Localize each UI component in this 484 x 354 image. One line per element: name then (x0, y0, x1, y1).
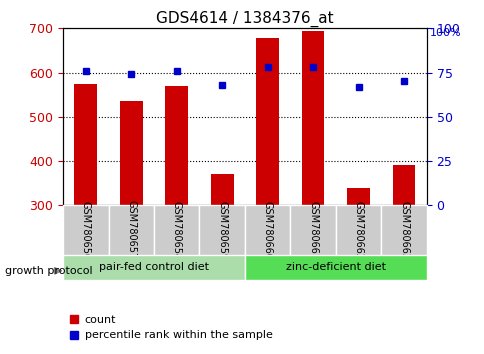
Legend: count, percentile rank within the sample: count, percentile rank within the sample (63, 310, 277, 345)
Text: GSM780661: GSM780661 (307, 201, 318, 259)
Bar (165, 86, 188, 205)
Text: 100%: 100% (429, 28, 460, 38)
Text: GSM780656: GSM780656 (81, 200, 91, 260)
Text: GSM780658: GSM780658 (171, 200, 182, 260)
Text: GSM780659: GSM780659 (217, 200, 227, 260)
FancyBboxPatch shape (244, 255, 426, 280)
FancyBboxPatch shape (63, 255, 244, 280)
FancyBboxPatch shape (108, 205, 153, 255)
Bar (392, 165, 415, 205)
Title: GDS4614 / 1384376_at: GDS4614 / 1384376_at (156, 11, 333, 27)
FancyBboxPatch shape (335, 205, 380, 255)
FancyBboxPatch shape (63, 205, 108, 255)
Bar (120, 101, 142, 205)
Bar (74, 84, 97, 205)
FancyBboxPatch shape (199, 205, 244, 255)
Text: pair-fed control diet: pair-fed control diet (99, 262, 209, 272)
Text: GSM780657: GSM780657 (126, 200, 136, 260)
FancyBboxPatch shape (380, 205, 426, 255)
Text: GSM780663: GSM780663 (398, 201, 408, 259)
Text: GSM780662: GSM780662 (353, 200, 363, 260)
Bar (347, 188, 369, 205)
Text: zinc-deficient diet: zinc-deficient diet (285, 262, 385, 272)
FancyBboxPatch shape (244, 205, 290, 255)
Bar (256, 38, 278, 205)
Text: GSM780660: GSM780660 (262, 201, 272, 259)
FancyBboxPatch shape (290, 205, 335, 255)
Bar (301, 30, 324, 205)
FancyBboxPatch shape (153, 205, 199, 255)
Text: growth protocol: growth protocol (5, 266, 92, 276)
Bar (211, 174, 233, 205)
